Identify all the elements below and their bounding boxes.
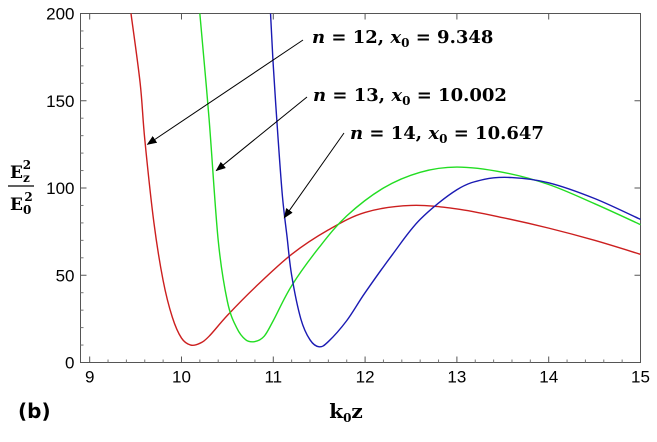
x-axis-ticks: 9 10 11 12 13 14 15 xyxy=(85,13,650,387)
annotation-label: n = 14, x0 = 10.647 xyxy=(350,123,544,146)
y-tick-label: 100 xyxy=(46,179,74,198)
annotation-label: n = 12, x0 = 9.348 xyxy=(312,27,493,50)
series-line-2 xyxy=(199,13,641,343)
y-axis-label: Ez2 E02 xyxy=(8,158,34,217)
x-tick-label: 9 xyxy=(85,368,94,387)
y-tick-label: 200 xyxy=(46,5,74,24)
annotation-arrow xyxy=(215,96,308,172)
series-layer xyxy=(130,13,641,348)
y-tick-label: 50 xyxy=(56,266,75,285)
svg-text:E02: E02 xyxy=(10,190,33,217)
annotation-arrow xyxy=(146,39,304,145)
annotation-label: n = 13, x0 = 10.002 xyxy=(313,85,507,108)
y-axis-ticks: 0 50 100 150 200 xyxy=(46,5,641,373)
series-line-3 xyxy=(269,13,641,348)
annotation-arrow xyxy=(283,132,345,219)
panel-label: (b) xyxy=(18,399,51,423)
y-tick-label: 150 xyxy=(46,92,74,111)
y-tick-label: 0 xyxy=(65,354,74,373)
x-tick-label: 12 xyxy=(356,368,375,387)
annotation-layer: n = 12, x0 = 9.348 n = 13, x0 = 10.002 n =… xyxy=(146,27,544,219)
x-tick-label: 11 xyxy=(264,368,282,387)
x-tick-label: 14 xyxy=(539,368,558,387)
x-tick-label: 10 xyxy=(172,368,191,387)
x-axis-label: k0z xyxy=(329,399,363,425)
svg-text:Ez2: Ez2 xyxy=(10,158,31,185)
x-tick-label: 15 xyxy=(631,368,650,387)
x-tick-label: 13 xyxy=(447,368,466,387)
series-line-1 xyxy=(130,13,641,347)
